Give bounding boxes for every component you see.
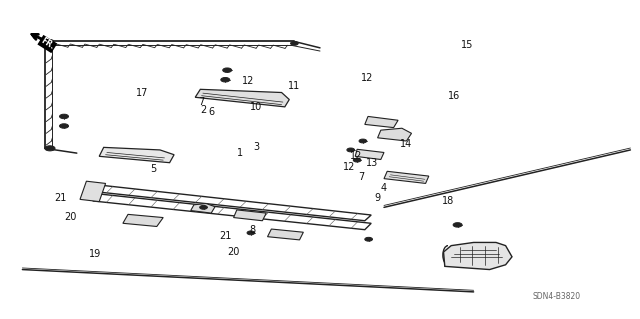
- Polygon shape: [444, 242, 512, 270]
- Polygon shape: [384, 171, 429, 183]
- FancyArrowPatch shape: [31, 34, 45, 41]
- Text: FR.: FR.: [39, 36, 56, 52]
- Text: 12: 12: [242, 76, 255, 86]
- Text: 18: 18: [442, 196, 454, 206]
- Polygon shape: [365, 116, 398, 128]
- Circle shape: [359, 139, 367, 143]
- Polygon shape: [195, 89, 289, 107]
- Circle shape: [60, 124, 68, 128]
- Polygon shape: [378, 128, 412, 141]
- Circle shape: [453, 223, 462, 227]
- Text: 13: 13: [366, 158, 379, 168]
- Text: 17: 17: [136, 87, 148, 98]
- Text: 15: 15: [461, 40, 474, 50]
- Text: 21: 21: [54, 193, 67, 203]
- Text: 12: 12: [342, 162, 355, 173]
- Polygon shape: [80, 181, 106, 202]
- Polygon shape: [123, 214, 163, 226]
- Text: 5: 5: [150, 164, 157, 174]
- Circle shape: [353, 158, 361, 162]
- Text: 14: 14: [400, 138, 413, 149]
- Circle shape: [365, 237, 372, 241]
- Text: 3: 3: [253, 142, 259, 152]
- Text: 10: 10: [250, 102, 262, 112]
- Text: 20: 20: [64, 212, 77, 222]
- Circle shape: [291, 41, 298, 45]
- Circle shape: [200, 205, 207, 209]
- Polygon shape: [355, 149, 384, 160]
- Circle shape: [60, 114, 68, 119]
- Circle shape: [347, 148, 355, 152]
- Text: 12: 12: [350, 151, 363, 161]
- Text: 11: 11: [288, 81, 301, 91]
- Text: SDN4-B3820: SDN4-B3820: [532, 292, 581, 301]
- Polygon shape: [234, 210, 266, 221]
- Text: 6: 6: [208, 107, 214, 117]
- Text: 7: 7: [358, 172, 365, 182]
- Polygon shape: [268, 229, 303, 240]
- Text: 7: 7: [198, 97, 205, 107]
- Text: 19: 19: [88, 249, 101, 259]
- Polygon shape: [99, 147, 174, 163]
- Polygon shape: [191, 204, 215, 213]
- Text: 21: 21: [219, 231, 232, 241]
- Circle shape: [221, 78, 230, 82]
- Text: 4: 4: [381, 183, 387, 193]
- Circle shape: [247, 231, 255, 235]
- Text: 2: 2: [200, 105, 207, 115]
- Circle shape: [46, 40, 54, 43]
- Text: 9: 9: [374, 193, 381, 203]
- Circle shape: [223, 68, 232, 72]
- Text: 8: 8: [250, 225, 256, 235]
- Text: 12: 12: [360, 73, 373, 83]
- Text: 16: 16: [448, 91, 461, 101]
- Text: 20: 20: [227, 247, 240, 257]
- Circle shape: [45, 146, 55, 151]
- Text: 1: 1: [237, 148, 243, 158]
